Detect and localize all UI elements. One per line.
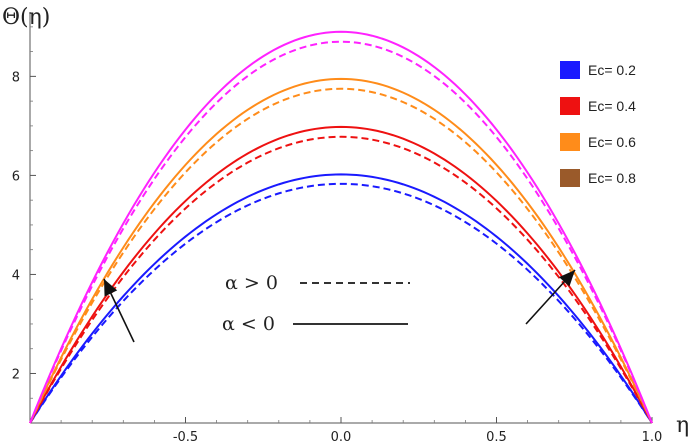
y-tick-label: 2 (12, 367, 20, 382)
series-dashed-line (29, 87, 653, 424)
legend-label: Ec= 0.6 (588, 134, 636, 150)
style-label-dashed: α > 0 (225, 272, 278, 294)
y-tick-label: 4 (12, 268, 20, 283)
axes: -0.5 0.0 0.5 1.0 2 4 6 8 (12, 12, 663, 445)
x-tick-label: 0.5 (486, 430, 507, 445)
curves (29, 30, 653, 424)
legend-swatch (560, 133, 580, 151)
legend-label: Ec= 0.4 (588, 98, 636, 114)
legend: Ec= 0.2 Ec= 0.4 Ec= 0.6 Ec= 0.8 (560, 61, 636, 187)
x-axis-label: η (676, 413, 689, 438)
y-tick-label: 6 (12, 169, 20, 184)
arrow-head (104, 279, 118, 297)
legend-swatch (560, 61, 580, 79)
annotations: α > 0 α < 0 (103, 269, 576, 343)
ticks: -0.5 0.0 0.5 1.0 2 4 6 8 (12, 26, 663, 445)
x-tick-label: 1.0 (642, 430, 663, 445)
series-solid-line (29, 125, 653, 424)
series-dashed-line (29, 182, 653, 424)
y-tick-label: 8 (12, 70, 20, 85)
y-axis-label: Θ(η) (2, 5, 50, 30)
arrow-right-icon (525, 269, 576, 325)
style-label-solid: α < 0 (222, 313, 275, 335)
series-solid-line (29, 173, 653, 424)
series-solid-line (29, 77, 653, 424)
arrow-head (559, 270, 575, 287)
legend-swatch (560, 97, 580, 115)
legend-label: Ec= 0.2 (588, 62, 636, 78)
x-tick-label: -0.5 (173, 430, 198, 445)
legend-swatch (560, 169, 580, 187)
series-solid-line (29, 30, 653, 424)
series-dashed-line (29, 40, 653, 424)
legend-label: Ec= 0.8 (588, 170, 636, 186)
x-tick-label: 0.0 (331, 430, 352, 445)
series-dashed-line (29, 135, 653, 424)
arrow-left-icon (103, 278, 135, 343)
